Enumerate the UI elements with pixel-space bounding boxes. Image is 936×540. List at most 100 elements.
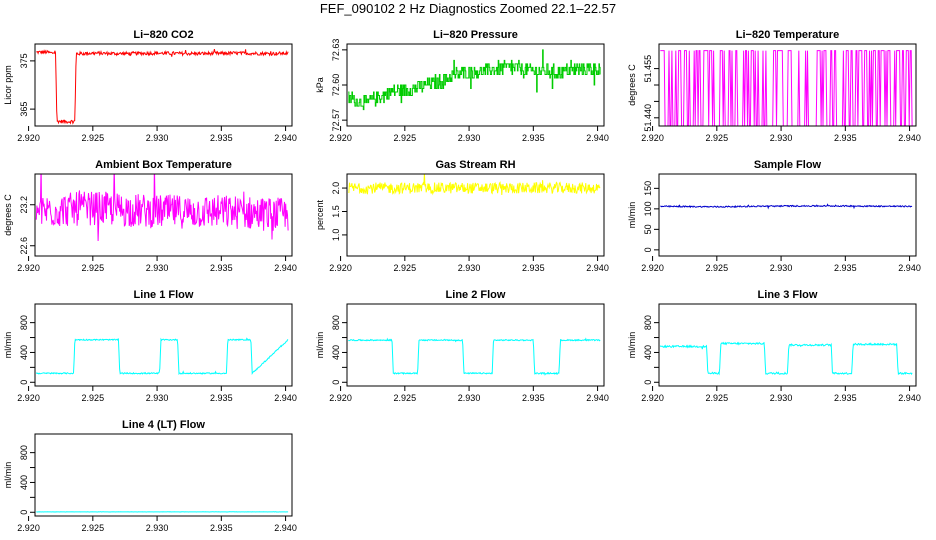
y-tick-label: 0 <box>643 247 653 252</box>
x-tick-label: 2.925 <box>394 133 417 143</box>
x-tick-label: 2.935 <box>522 393 545 403</box>
series-line <box>660 50 913 126</box>
y-tick-label: 375 <box>19 53 29 68</box>
y-tick-label: 2.0 <box>331 182 341 195</box>
x-tick-label: 2.930 <box>146 393 169 403</box>
series-line <box>36 48 289 125</box>
y-tick-label: 50 <box>643 224 653 234</box>
x-tick-label: 2.935 <box>210 523 233 533</box>
y-tick-label: 400 <box>331 345 341 360</box>
x-tick-label: 2.930 <box>458 263 481 273</box>
panel-title: Li−820 CO2 <box>133 29 193 41</box>
series-line <box>348 337 601 376</box>
plot-frame <box>34 433 293 517</box>
x-tick-label: 2.920 <box>641 133 664 143</box>
panel-7: Line 1 Flow 2.920 2.925 2.930 2.935 2.940 0 400… <box>3 289 297 403</box>
x-tick-label: 2.920 <box>329 263 352 273</box>
y-tick-label: 150 <box>643 181 653 196</box>
x-tick-label: 2.925 <box>82 133 105 143</box>
x-tick-label: 2.940 <box>898 263 921 273</box>
y-axis-label: degrees C <box>627 64 637 106</box>
x-tick-label: 2.920 <box>641 393 664 403</box>
panel-8: Line 2 Flow 2.920 2.925 2.930 2.935 2.940 0 400… <box>315 289 609 403</box>
x-tick-label: 2.930 <box>458 393 481 403</box>
y-tick-label: 0 <box>643 380 653 385</box>
y-axis-label: Licor ppm <box>3 65 13 105</box>
panel-title: Line 2 Flow <box>446 289 506 301</box>
y-tick-label: 1.0 <box>331 229 341 242</box>
x-tick-label: 2.935 <box>522 263 545 273</box>
y-tick-label: 72.60 <box>331 74 341 97</box>
y-tick-label: 72.63 <box>331 39 341 62</box>
plot-frame <box>658 173 917 257</box>
y-tick-label: 22.6 <box>19 237 29 255</box>
y-tick-label: 400 <box>643 345 653 360</box>
x-tick-label: 2.920 <box>329 133 352 143</box>
y-axis-label: ml/min <box>627 202 637 229</box>
y-tick-label: 51.440 <box>643 104 653 132</box>
x-tick-label: 2.920 <box>329 393 352 403</box>
y-axis-label: ml/min <box>3 462 13 489</box>
x-tick-label: 2.925 <box>82 263 105 273</box>
y-tick-label: 400 <box>19 345 29 360</box>
x-tick-label: 2.925 <box>82 523 105 533</box>
y-axis-label: percent <box>315 199 325 230</box>
figure-title: FEF_090102 2 Hz Diagnostics Zoomed 22.1–… <box>319 1 617 16</box>
y-tick-label: 800 <box>19 315 29 330</box>
panel-10: Line 4 (LT) Flow 2.920 2.925 2.930 2.935 2.94… <box>3 419 297 533</box>
panel-6: Sample Flow 2.920 2.925 2.930 2.935 2.940 0 50 1… <box>627 159 921 273</box>
x-tick-label: 2.940 <box>586 133 609 143</box>
panel-title: Line 1 Flow <box>134 289 194 301</box>
series-line <box>348 174 601 196</box>
y-axis-label: ml/min <box>627 332 637 359</box>
x-tick-label: 2.925 <box>706 133 729 143</box>
y-tick-label: 51.455 <box>643 55 653 83</box>
y-tick-label: 365 <box>19 102 29 117</box>
y-tick-label: 800 <box>331 315 341 330</box>
x-tick-label: 2.930 <box>770 263 793 273</box>
x-tick-label: 2.935 <box>210 133 233 143</box>
plot-frame <box>34 173 293 257</box>
x-tick-label: 2.940 <box>274 133 297 143</box>
series-line <box>348 49 601 111</box>
y-tick-label: 800 <box>643 315 653 330</box>
x-tick-label: 2.930 <box>146 263 169 273</box>
y-tick-label: 23.2 <box>19 196 29 214</box>
y-axis-label: degrees C <box>3 194 13 236</box>
plot-frame <box>34 43 293 127</box>
x-tick-label: 2.940 <box>274 393 297 403</box>
panel-4: Ambient Box Temperature 2.920 2.925 2.930 2.… <box>3 159 297 273</box>
y-tick-label: 1.5 <box>331 205 341 218</box>
series-line <box>660 203 913 210</box>
series-line <box>35 337 289 376</box>
x-tick-label: 2.925 <box>706 263 729 273</box>
x-tick-label: 2.930 <box>146 523 169 533</box>
y-tick-label: 400 <box>19 475 29 490</box>
x-tick-label: 2.935 <box>834 263 857 273</box>
series-line <box>659 341 913 376</box>
x-tick-label: 2.940 <box>586 393 609 403</box>
series-line <box>35 174 289 242</box>
x-tick-label: 2.925 <box>394 263 417 273</box>
y-tick-label: 0 <box>331 380 341 385</box>
x-tick-label: 2.920 <box>17 523 40 533</box>
x-tick-label: 2.925 <box>82 393 105 403</box>
x-tick-label: 2.920 <box>17 393 40 403</box>
x-tick-label: 2.940 <box>274 523 297 533</box>
panel-9: Line 3 Flow 2.920 2.925 2.930 2.935 2.940 0 400… <box>627 289 921 403</box>
y-tick-label: 100 <box>643 201 653 216</box>
y-tick-label: 72.57 <box>331 109 341 132</box>
plot-frame <box>658 303 917 387</box>
x-tick-label: 2.930 <box>770 393 793 403</box>
x-tick-label: 2.940 <box>898 393 921 403</box>
plot-frame <box>346 303 605 387</box>
x-tick-label: 2.930 <box>458 133 481 143</box>
x-tick-label: 2.925 <box>394 393 417 403</box>
x-tick-label: 2.935 <box>210 393 233 403</box>
panel-3: Li−820 Temperature 2.920 2.925 2.930 2.935 2.… <box>627 29 921 143</box>
y-tick-label: 0 <box>19 380 29 385</box>
x-tick-label: 2.940 <box>274 263 297 273</box>
plot-frame <box>346 43 605 127</box>
panel-2: Li−820 Pressure 2.920 2.925 2.930 2.935 2.940… <box>315 29 609 143</box>
